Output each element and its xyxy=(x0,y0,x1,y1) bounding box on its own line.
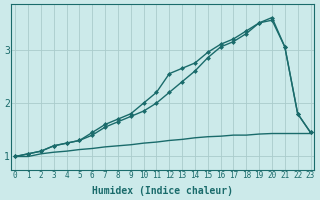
X-axis label: Humidex (Indice chaleur): Humidex (Indice chaleur) xyxy=(92,186,233,196)
